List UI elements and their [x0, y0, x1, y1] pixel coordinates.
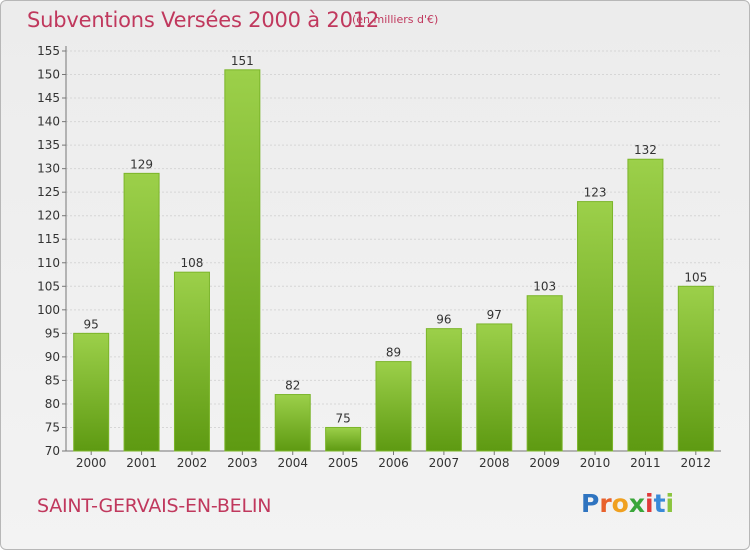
value-label: 96	[436, 313, 451, 327]
y-tick-label: 80	[45, 397, 60, 411]
value-label: 123	[584, 186, 607, 200]
value-label: 103	[533, 280, 556, 294]
x-tick-label: 2006	[378, 456, 409, 470]
logo-letter: o	[611, 489, 629, 518]
x-tick-label: 2000	[76, 456, 107, 470]
value-label: 105	[684, 270, 707, 284]
value-labels: 95 129 108 151 82 75 89 96 97 103 123 132 105	[84, 54, 708, 426]
bar	[73, 332, 110, 452]
logo-letter: x	[628, 489, 645, 518]
y-tick-label: 120	[37, 209, 60, 223]
y-tick-label: 130	[37, 162, 60, 176]
value-label: 97	[487, 308, 502, 322]
chart-subtitle: (en milliers d'€)	[352, 13, 439, 26]
bar	[526, 295, 563, 452]
axes: 70 75 80 85 90 95 100 105 110 115 120 125 130 135 140 1…	[37, 44, 721, 470]
bars	[73, 69, 714, 452]
y-tick-label: 100	[37, 303, 60, 317]
bar	[274, 394, 311, 452]
x-tick-label: 2003	[227, 456, 258, 470]
logo-letter: P	[581, 489, 600, 518]
y-tick-label: 125	[37, 185, 60, 199]
y-tick-label: 155	[37, 44, 60, 58]
y-tick-label: 110	[37, 256, 60, 270]
bar	[224, 69, 261, 452]
value-label: 132	[634, 143, 657, 157]
proxiti-logo: Proxiti	[581, 489, 674, 518]
bar	[173, 271, 210, 452]
bar	[627, 158, 664, 452]
x-tick-label: 2008	[479, 456, 510, 470]
y-tick-label: 95	[45, 326, 60, 340]
bar	[476, 323, 513, 452]
logo-letter: r	[599, 489, 612, 518]
logo-letter: i	[645, 489, 654, 518]
y-tick-label: 140	[37, 115, 60, 129]
bar	[577, 201, 614, 452]
y-tick-label: 90	[45, 350, 60, 364]
x-tick-label: 2011	[630, 456, 661, 470]
value-label: 95	[84, 317, 99, 331]
y-tick-label: 135	[37, 138, 60, 152]
value-label: 75	[335, 411, 350, 425]
x-tick-label: 2009	[529, 456, 560, 470]
x-tick-label: 2002	[177, 456, 208, 470]
value-label: 89	[386, 346, 401, 360]
y-tick-label: 145	[37, 91, 60, 105]
bar	[375, 361, 412, 452]
y-tick-label: 70	[45, 444, 60, 458]
x-tick-label: 2010	[580, 456, 611, 470]
bar	[677, 285, 714, 452]
value-label: 108	[181, 256, 204, 270]
logo-letter: i	[665, 489, 675, 518]
bar	[123, 172, 160, 452]
x-tick-label: 2012	[681, 456, 712, 470]
x-tick-label: 2004	[277, 456, 308, 470]
y-tick-label: 105	[37, 279, 60, 293]
x-tick-label: 2005	[328, 456, 359, 470]
bar	[425, 328, 462, 452]
commune-name: SAINT-GERVAIS-EN-BELIN	[37, 495, 272, 517]
x-tick-label: 2001	[126, 456, 157, 470]
value-label: 129	[130, 157, 153, 171]
value-label: 151	[231, 54, 254, 68]
y-tick-label: 150	[37, 68, 60, 82]
logo-letter: t	[653, 489, 666, 518]
value-label: 82	[285, 379, 300, 393]
y-tick-label: 85	[45, 373, 60, 387]
y-tick-label: 115	[37, 232, 60, 246]
x-tick-label: 2007	[429, 456, 460, 470]
y-tick-label: 75	[45, 420, 60, 434]
chart-title: Subventions Versées 2000 à 2012	[27, 8, 380, 32]
bar	[325, 426, 362, 452]
